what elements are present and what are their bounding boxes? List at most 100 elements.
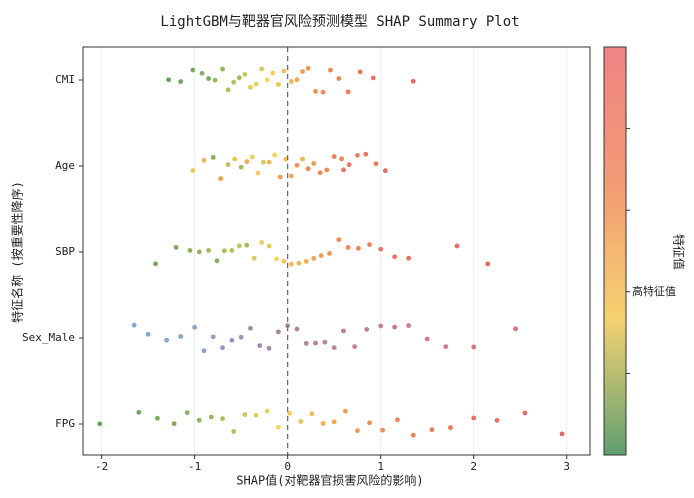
shap-point [257,343,263,349]
shap-point [229,248,235,253]
shap-point [222,248,227,254]
shap-point [196,249,202,255]
shap-point [184,410,190,416]
shap-point [242,412,248,417]
shap-point [259,66,265,72]
shap-point [201,348,207,354]
shap-point [318,253,324,259]
shap-point [251,255,257,261]
shap-point [166,77,171,83]
shap-point [471,415,477,421]
y-tick-label: CMI [55,73,75,86]
shap-point [303,258,309,264]
shap-point [355,152,360,158]
shap-point [296,260,302,266]
shap-point [201,157,207,163]
shap-point [274,256,279,262]
shap-point [341,167,346,173]
shap-point [317,170,323,176]
shap-point [210,334,216,340]
shap-point [208,414,214,420]
shap-point [309,411,315,417]
shap-point [395,417,400,423]
shap-point [288,79,294,84]
shap-point [199,70,205,76]
shap-point [281,258,287,264]
shap-point [313,89,318,94]
shap-point [331,154,337,159]
shap-point [313,340,318,346]
shap-point [363,151,369,157]
shap-point [454,243,460,249]
shap-point [298,419,304,424]
shap-point [448,425,453,431]
shap-point [300,69,305,74]
shap-point [513,326,518,332]
shap-point [294,326,300,332]
shap-point [305,166,311,172]
shap-point [357,69,363,75]
shap-point [232,156,238,162]
shap-point [178,334,184,339]
shap-point [300,156,305,162]
colorbar-label: 特征值 [672,234,687,270]
shap-point [97,421,103,427]
shap-point [248,325,253,331]
shap-point [220,416,225,422]
x-tick-label: 0 [284,460,291,473]
shap-point [352,344,358,349]
shap-point [429,427,435,433]
shap-point [171,421,177,427]
shap-point [341,328,346,334]
shap-point [225,162,231,167]
shap-point [190,67,196,73]
shap-point [288,173,294,179]
shap-point [220,66,225,72]
shap-point [494,417,500,423]
shap-point [336,76,342,81]
shap-point [378,323,384,329]
shap-point [259,240,265,245]
shap-point [229,337,235,343]
shap-point [471,344,477,350]
shap-point [285,323,291,329]
shap-point [187,247,193,253]
shap-point [231,79,237,85]
shap-point [270,70,276,76]
shap-point [212,77,218,83]
shap-point [131,322,137,328]
colorbar [603,46,627,456]
shap-point [210,155,216,160]
shap-point [367,242,372,247]
shap-point [253,81,259,87]
shap-point [392,324,398,330]
shap-point [328,67,333,73]
shap-point [206,248,211,253]
shap-point [378,246,384,252]
colorbar-tick-label: 高特征值 [632,284,676,298]
shap-point [136,409,142,415]
shap-point [367,420,372,426]
shap-point [485,261,491,267]
shap-point [249,154,255,160]
shap-point [294,77,300,83]
shap-point [190,168,196,173]
shap-point [410,78,416,84]
shap-point [364,326,370,332]
shap-point [153,261,158,267]
shap-point [214,258,220,264]
shap-point [355,428,360,434]
shap-point [345,89,351,95]
shap-point [244,159,250,164]
y-tick-label: SBP [55,245,75,258]
shap-point [255,170,261,176]
shap-point [266,159,272,165]
shap-point [320,421,326,426]
shap-point [331,345,337,351]
shap-point [336,237,342,243]
shap-point [275,424,281,430]
shap-point [173,245,179,250]
shap-point [275,329,281,335]
shap-point [331,419,337,425]
